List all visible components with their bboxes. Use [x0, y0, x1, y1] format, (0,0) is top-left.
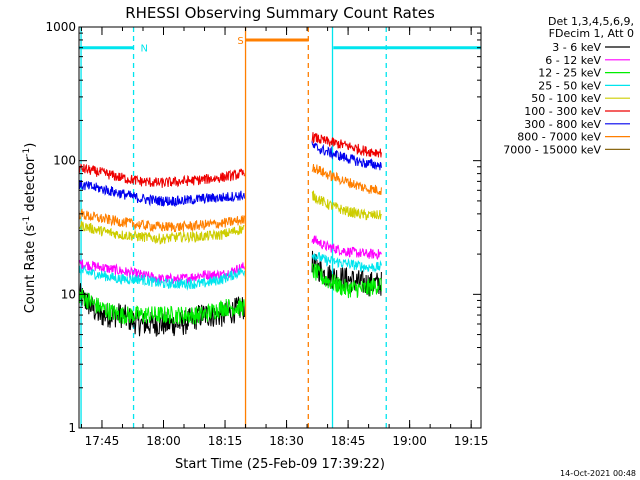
legend-entry-1: 6 - 12 keV [545, 54, 601, 67]
legend-entry-0: 3 - 6 keV [552, 41, 601, 54]
x-tick-label-3: 18:30 [269, 434, 304, 448]
y-tick-label-1: 10 [61, 287, 76, 301]
series-2-seg1 [78, 288, 245, 325]
x-tick-label-2: 18:15 [208, 434, 243, 448]
series-5-seg2 [311, 132, 382, 158]
axis-frame [78, 26, 482, 429]
legend-entry-5: 100 - 300 keV [524, 105, 601, 118]
legend-header-0: Det 1,3,4,5,6,9, [548, 15, 634, 28]
series-5-seg1 [78, 163, 245, 188]
series-4-seg2 [311, 190, 382, 221]
legend-entry-6: 300 - 800 keV [524, 118, 601, 131]
x-tick-label-0: 17:45 [85, 434, 120, 448]
y-tick-label-0: 1 [68, 421, 76, 435]
chart-title: RHESSI Observing Summary Count Rates [125, 4, 435, 22]
x-tick-label-4: 18:45 [331, 434, 366, 448]
x-tick-label-1: 18:00 [146, 434, 181, 448]
legend-entry-3: 25 - 50 keV [538, 79, 601, 92]
flag-label-0: N [141, 44, 148, 55]
series-7-seg2 [311, 163, 382, 195]
series-3-seg2 [311, 252, 382, 274]
x-tick-label-5: 19:00 [392, 434, 427, 448]
legend: Det 1,3,4,5,6,9,FDecim 1, Att 03 - 6 keV… [503, 15, 634, 156]
series-6-seg2 [311, 141, 382, 171]
series-7-seg1 [78, 208, 245, 233]
legend-header-1: FDecim 1, Att 0 [549, 27, 634, 40]
axes: 1 10 100 1000 17:45 18:00 18:15 18:30 18:45 19:00… [45, 20, 488, 448]
legend-entry-4: 50 - 100 keV [531, 92, 601, 105]
series-2-seg2 [311, 263, 382, 299]
plot-area: NS [78, 27, 481, 428]
date-stamp: 14-Oct-2021 00:48 [560, 469, 636, 478]
flag-label-1: S [237, 36, 243, 47]
series-1-seg1 [78, 259, 245, 285]
legend-entry-2: 12 - 25 keV [538, 67, 601, 80]
series-4-seg1 [78, 221, 245, 245]
series-3-seg1 [78, 265, 245, 291]
y-tick-label-3: 1000 [45, 20, 76, 34]
y-axis-label: Count Rate (s-1 detector-1) [22, 143, 38, 314]
x-axis-label: Start Time (25-Feb-09 17:39:22) [175, 457, 385, 472]
series-1-seg2 [311, 235, 382, 261]
x-tick-label-6: 19:15 [454, 434, 489, 448]
series-0-seg2 [311, 250, 382, 297]
series-6-seg1 [78, 179, 245, 208]
y-tick-label-2: 100 [53, 154, 76, 168]
legend-entry-8: 7000 - 15000 keV [503, 143, 601, 156]
legend-entry-7: 800 - 7000 keV [517, 131, 601, 144]
